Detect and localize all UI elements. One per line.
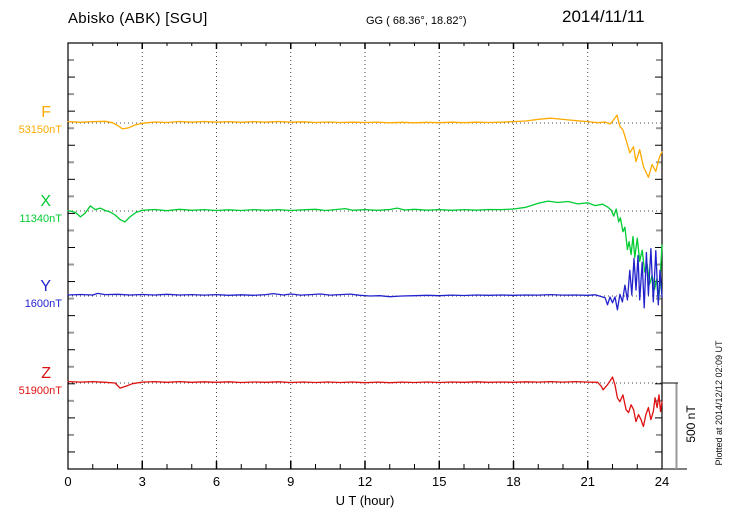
trace-Y	[67, 247, 663, 311]
x-axis-tick-label: 24	[654, 474, 670, 489]
trace-F	[67, 114, 663, 179]
channel-letter-Y: Y	[40, 278, 51, 295]
trace-Z	[67, 376, 663, 428]
channel-letter-F: F	[41, 104, 51, 121]
station-title: Abisko (ABK) [SGU]	[68, 10, 208, 27]
x-axis-tick-label: 12	[357, 474, 373, 489]
x-axis-tick-label: 21	[580, 474, 595, 489]
trace-X	[67, 200, 663, 303]
observation-date: 2014/11/11	[562, 7, 645, 26]
channel-label-Y: Y 1600nT	[0, 279, 62, 310]
channel-baseline-Y: 1600nT	[24, 298, 62, 310]
channel-label-Z: Z 51900nT	[0, 366, 62, 397]
channel-baseline-Z: 51900nT	[18, 385, 62, 397]
x-axis-tick-label: 9	[287, 474, 295, 489]
channel-letter-X: X	[40, 193, 51, 210]
x-axis-tick-label: 18	[506, 474, 521, 489]
x-axis-title: U T (hour)	[335, 493, 395, 508]
x-axis-tick-label: 3	[138, 474, 146, 489]
station-geographic-coords: GG ( 68.36°, 18.82°)	[366, 15, 467, 27]
channel-letter-Z: Z	[41, 365, 51, 382]
x-axis-tick-label: 6	[212, 474, 221, 489]
plotted-at-timestamp: Plotted at 2014/12/12 02:09 UT	[714, 340, 724, 466]
x-axis-tick-label: 15	[432, 474, 447, 489]
x-axis-tick-label: 0	[64, 474, 72, 489]
channel-label-X: X 11340nT	[0, 194, 62, 225]
channel-label-F: F 53150nT	[0, 105, 62, 136]
channel-baseline-F: 53150nT	[18, 124, 62, 136]
channel-baseline-X: 11340nT	[19, 213, 62, 225]
scale-bar-label: 500 nT	[684, 405, 698, 443]
